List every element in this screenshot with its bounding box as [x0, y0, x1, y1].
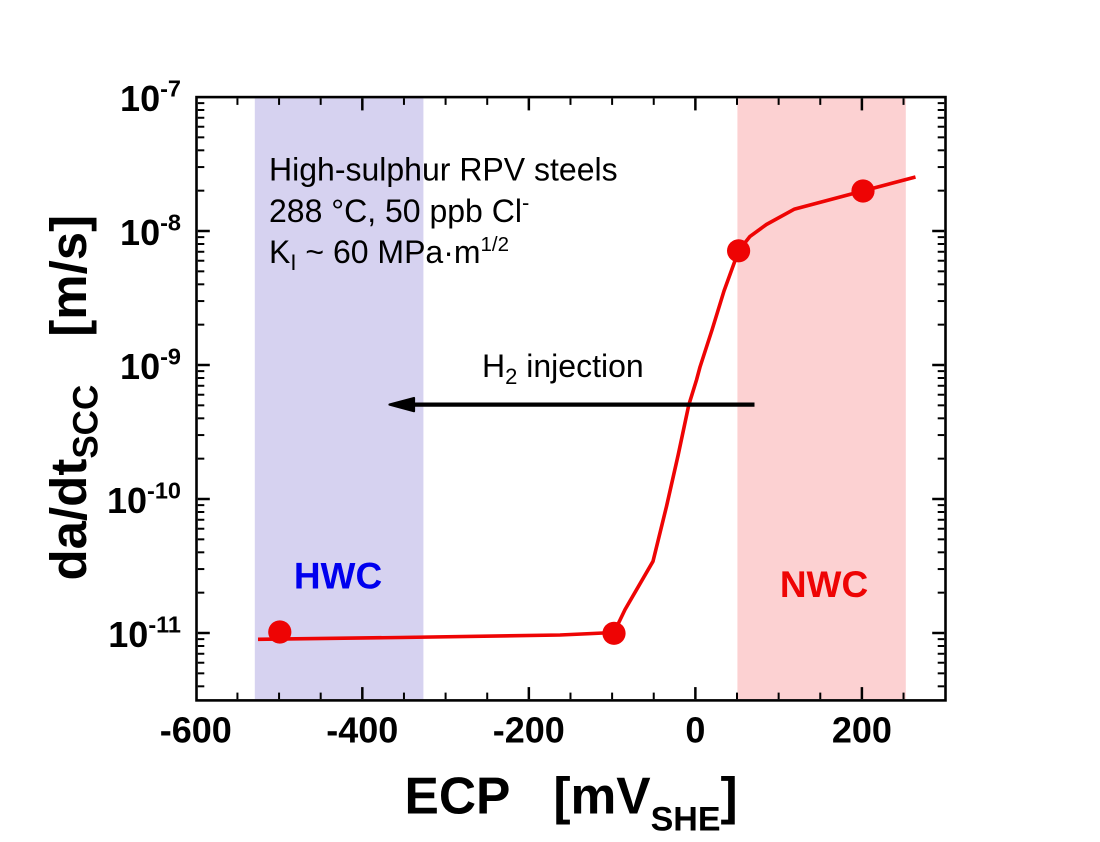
svg-text:10-8: 10-8	[120, 209, 181, 253]
svg-text:0: 0	[685, 710, 705, 751]
svg-text:-600: -600	[160, 710, 232, 751]
svg-text:-200: -200	[493, 710, 565, 751]
svg-text:da/dtSCC[m/s]: da/dtSCC[m/s]	[40, 215, 106, 581]
svg-text:-400: -400	[326, 710, 398, 751]
svg-text:10-9: 10-9	[120, 343, 181, 387]
svg-text:10-10: 10-10	[107, 477, 181, 521]
svg-text:High-sulphur RPV steels: High-sulphur RPV steels	[269, 152, 618, 188]
svg-text:NWC: NWC	[780, 564, 868, 605]
svg-text:10-11: 10-11	[108, 611, 181, 655]
svg-text:288 °C, 50 ppb Cl-: 288 °C, 50 ppb Cl-	[269, 190, 529, 229]
svg-text:KI ~ 60 MPa·m1/2: KI ~ 60 MPa·m1/2	[269, 233, 509, 275]
svg-text:HWC: HWC	[294, 556, 382, 597]
svg-text:10-7: 10-7	[120, 75, 181, 119]
svg-text:200: 200	[832, 710, 892, 751]
